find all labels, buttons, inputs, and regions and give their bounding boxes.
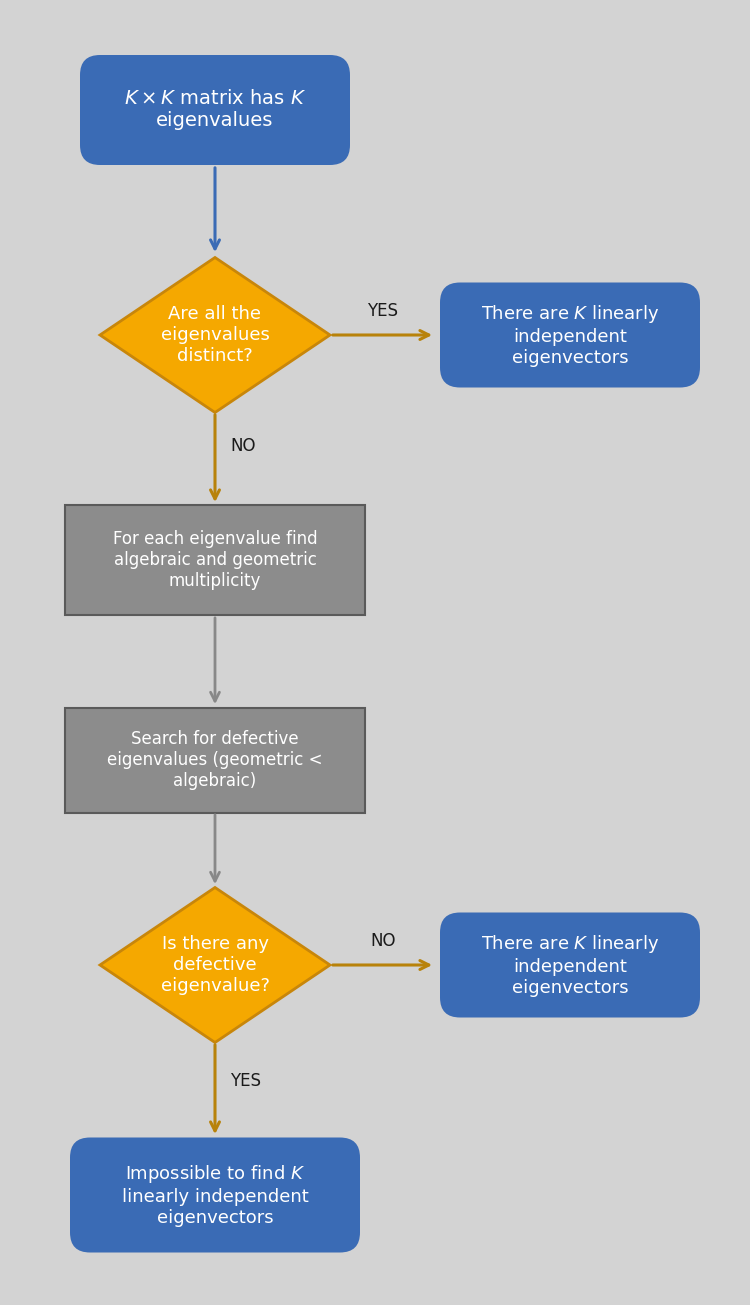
Text: NO: NO <box>370 932 396 950</box>
Text: There are $K$ linearly
independent
eigenvectors: There are $K$ linearly independent eigen… <box>481 933 659 997</box>
Text: YES: YES <box>368 301 398 320</box>
Text: For each eigenvalue find
algebraic and geometric
multiplicity: For each eigenvalue find algebraic and g… <box>112 530 317 590</box>
FancyBboxPatch shape <box>440 282 700 388</box>
Text: Impossible to find $K$
linearly independent
eigenvectors: Impossible to find $K$ linearly independ… <box>122 1163 308 1227</box>
FancyBboxPatch shape <box>80 55 350 164</box>
Bar <box>65 505 365 615</box>
Text: YES: YES <box>230 1071 261 1090</box>
Polygon shape <box>100 257 330 412</box>
FancyBboxPatch shape <box>70 1138 360 1253</box>
Text: Are all the
eigenvalues
distinct?: Are all the eigenvalues distinct? <box>160 305 269 365</box>
FancyBboxPatch shape <box>440 912 700 1018</box>
Text: $K \times K$ matrix has $K$
eigenvalues: $K \times K$ matrix has $K$ eigenvalues <box>124 90 306 130</box>
Text: Is there any
defective
eigenvalue?: Is there any defective eigenvalue? <box>160 936 269 994</box>
Text: There are $K$ linearly
independent
eigenvectors: There are $K$ linearly independent eigen… <box>481 303 659 367</box>
Text: Search for defective
eigenvalues (geometric <
algebraic): Search for defective eigenvalues (geomet… <box>107 731 322 790</box>
Polygon shape <box>100 887 330 1043</box>
Bar <box>65 707 365 813</box>
Text: NO: NO <box>230 437 256 455</box>
